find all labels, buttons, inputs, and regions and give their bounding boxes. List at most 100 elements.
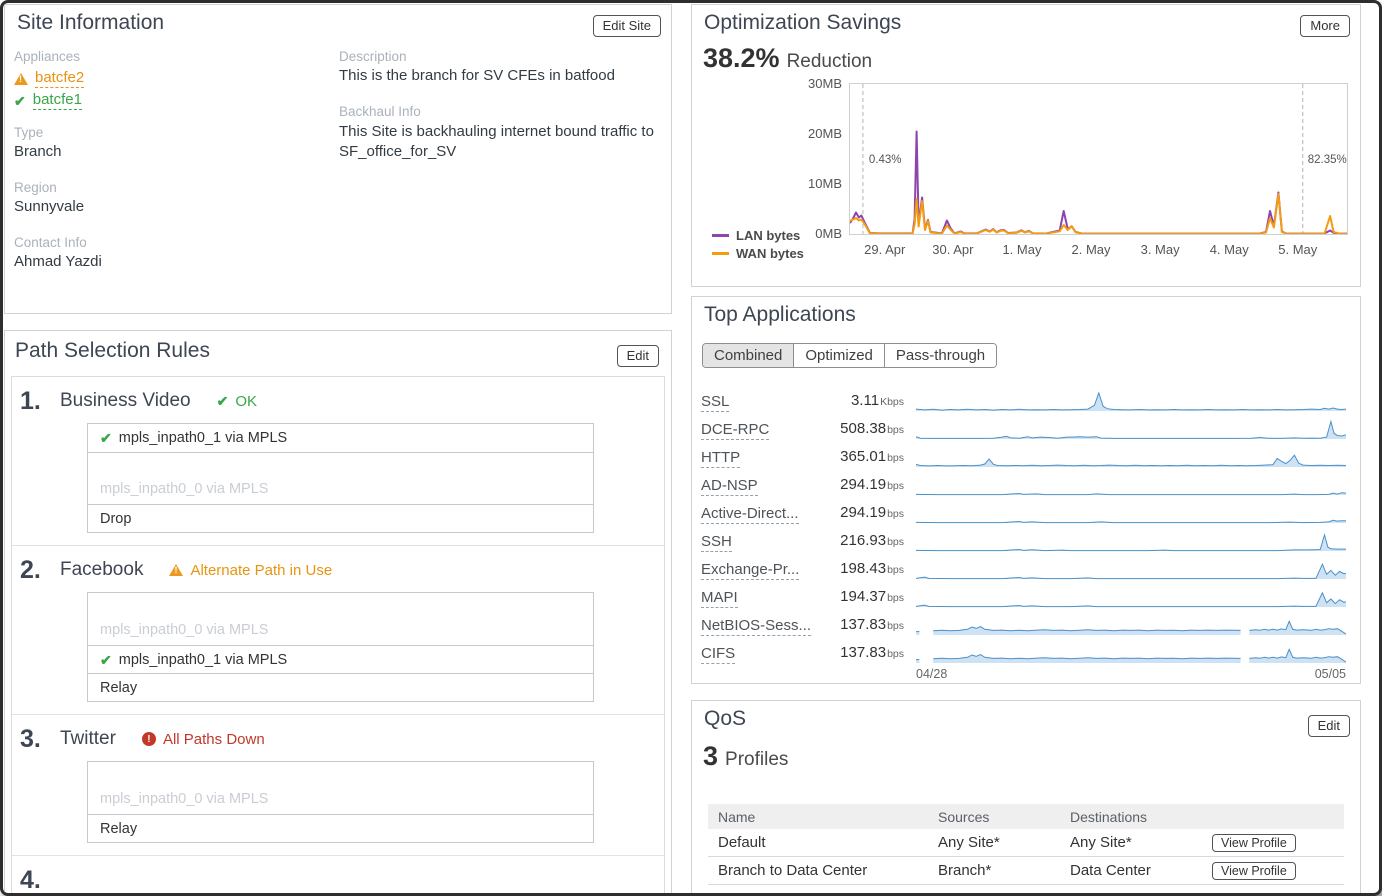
check-icon [217,394,229,408]
chart-annotation: 0.43% [868,154,902,166]
app-value: 294.19bps [836,476,904,494]
path-row: mpls_inpath0_1 via MPLS [88,645,593,673]
app-name-link[interactable]: SSH [701,532,732,552]
path-row: mpls_inpath0_0 via MPLS [88,593,593,645]
app-name-link[interactable]: AD-NSP [701,476,758,496]
app-value: 137.83bps [836,644,904,662]
rule-name: Facebook [60,559,144,580]
rule-status-text: Alternate Path in Use [190,561,333,579]
x-tick-label: 2. May [1071,242,1111,257]
app-value-number: 198.43 [840,560,887,577]
app-value-number: 365.01 [840,448,887,465]
app-name: AD-NSP [701,476,836,496]
top-applications-panel: Top Applications Combined Optimized Pass-t… [691,296,1361,684]
rule-name: Business Video [60,390,191,411]
more-button[interactable]: More [1300,15,1350,38]
check-icon [100,431,112,445]
paths-box: mpls_inpath0_1 via MPLS mpls_inpath0_0 vi… [87,423,594,533]
paths-box: mpls_inpath0_0 via MPLS mpls_inpath0_1 vi… [87,592,594,702]
app-name: NetBIOS-Sess... [701,616,836,636]
appliance-link[interactable]: batcfe1 [32,91,82,110]
optimization-savings-panel: Optimization Savings More 38.2% Reduction… [691,4,1361,287]
app-value-unit: bps [887,592,904,604]
app-name-link[interactable]: CIFS [701,644,736,664]
edit-rules-button[interactable]: Edit [616,345,659,368]
appliance-link[interactable]: batcfe2 [35,69,85,88]
qos-row-name: Branch to Data Center [718,862,868,879]
path-row: mpls_inpath0_0 via MPLS [88,452,593,504]
description-label: Description [339,49,407,64]
app-value: 294.19bps [836,504,904,522]
contact-value: Ahmad Yazdi [14,253,102,270]
warning-icon [14,72,28,85]
app-sparkline [916,591,1346,608]
app-name-link[interactable]: SSL [701,392,730,412]
app-value-number: 137.83 [840,616,887,633]
edit-qos-button[interactable]: Edit [1307,715,1350,738]
edit-site-button[interactable]: Edit Site [592,15,661,38]
view-profile-button[interactable]: View Profile [1212,861,1296,880]
rule-status: OK [217,393,257,410]
rule-header: 1. Business Video OK [12,387,664,415]
top-applications-rows: SSL 3.11Kbps DCE-RPC 508.38bps HTTP 365.01bps… [692,387,1360,667]
reduction-suffix: Reduction [786,51,873,72]
tab-optimized[interactable]: Optimized [793,344,884,367]
app-value: 216.93bps [836,532,904,550]
app-sparkline [916,648,1346,663]
optimization-title: Optimization Savings [704,11,902,34]
app-row: Exchange-Pr... 198.43bps [692,555,1360,583]
app-name-link[interactable]: HTTP [701,448,741,468]
rule-status-text: OK [235,392,258,410]
app-name-link[interactable]: NetBIOS-Sess... [701,616,812,636]
chart-annotation: 82.35% [1307,154,1347,166]
region-label: Region [14,180,57,195]
backhaul-value: This Site is backhauling internet bound … [339,123,654,161]
app-name-link[interactable]: DCE-RPC [701,420,770,440]
path-label: mpls_inpath0_0 via MPLS [100,622,269,638]
profiles-stat: 3 Profiles [703,741,788,772]
app-value-number: 294.19 [840,476,887,493]
app-row: CIFS 137.83bps [692,639,1360,667]
appliance-row: batcfe2 [14,68,85,89]
app-name-link[interactable]: Exchange-Pr... [701,560,800,580]
app-value: 198.43bps [836,560,904,578]
rule-section: 1. Business Video OK mpls_inpath0_1 via MPL… [12,377,664,533]
legend-label: LAN bytes [736,227,801,243]
y-tick-label: 0MB [815,226,842,241]
legend-label: WAN bytes [736,245,804,261]
qos-row-destinations: Data Center [1070,862,1151,879]
path-selection-rules-panel: Path Selection Rules Edit 1. Business Vid… [4,330,672,894]
reduction-stat: 38.2% Reduction [703,43,872,74]
rule-section: 2. Facebook Alternate Path in Use mpls_inpa… [12,545,664,702]
app-sparkline [916,533,1346,552]
rule-number: 3. [20,724,41,753]
warning-icon [169,564,184,576]
app-name: Exchange-Pr... [701,560,836,580]
app-sparkline [916,492,1346,496]
rule-number: 4. [20,865,41,894]
app-name: CIFS [701,644,836,664]
region-value: Sunnyvale [14,198,85,215]
app-row: NetBIOS-Sess... 137.83bps [692,611,1360,639]
app-value-number: 216.93 [840,532,887,549]
reduction-percent: 38.2% [703,43,780,73]
rule-section: 3. Twitter All Paths Down mpls_inpath0_0 vi… [12,714,664,843]
qos-row-destinations: Any Site* [1070,834,1132,851]
rule-status-text: All Paths Down [162,730,265,748]
app-name-link[interactable]: MAPI [701,588,738,608]
qos-row-sources: Branch* [938,862,992,879]
path-label: mpls_inpath0_0 via MPLS [100,791,269,807]
tab-pass-through[interactable]: Pass-through [883,344,997,367]
app-value-unit: bps [887,508,904,520]
path-label: mpls_inpath0_1 via MPLS [118,430,288,446]
app-name-link[interactable]: Active-Direct... [701,504,799,524]
view-profile-button[interactable]: View Profile [1212,833,1296,852]
paths-box: mpls_inpath0_0 via MPLS Relay [87,761,594,843]
tab-combined[interactable]: Combined [703,344,794,367]
app-name: Active-Direct... [701,504,836,524]
app-name: DCE-RPC [701,420,836,440]
optimization-chart-svg [850,84,1347,234]
app-value: 137.83bps [836,616,904,634]
qos-table: Name Sources Destinations Default Any Site* A… [708,804,1344,885]
path-row: Relay [88,814,593,842]
